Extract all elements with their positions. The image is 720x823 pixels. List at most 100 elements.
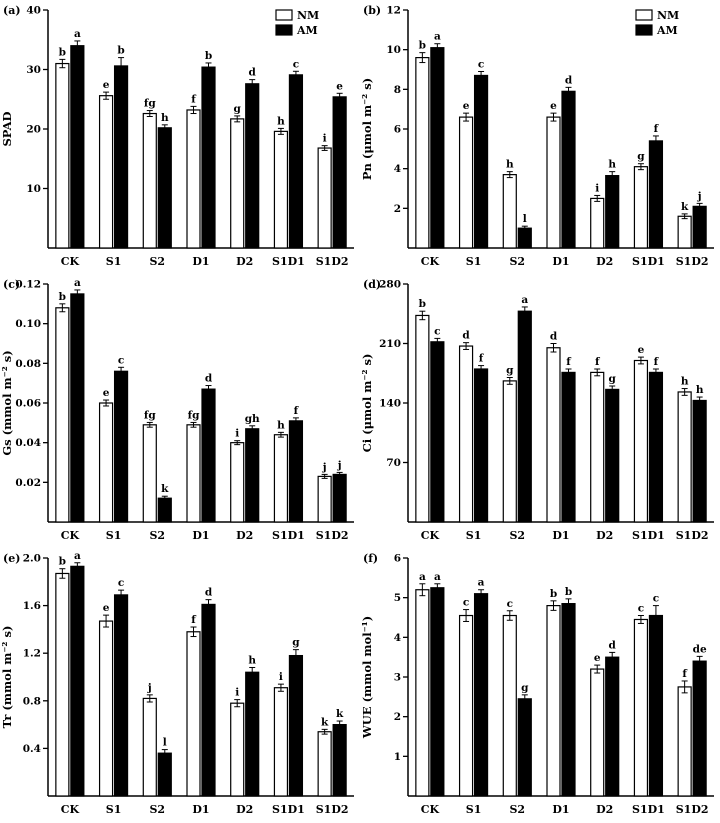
x-tick-label: S1D1 <box>272 255 305 268</box>
x-tick-label: S1 <box>106 529 122 542</box>
y-tick-label: 1 <box>394 751 401 763</box>
legend-swatch <box>635 9 653 21</box>
significance-letter: e <box>550 100 557 112</box>
panel-label: (a) <box>3 4 21 17</box>
bar <box>142 697 157 797</box>
bar <box>502 380 517 523</box>
x-tick-label: D1 <box>192 529 209 542</box>
x-tick-label: S1 <box>106 803 122 816</box>
significance-letter: b <box>59 46 66 58</box>
significance-letter: a <box>478 577 485 589</box>
bar <box>415 56 430 249</box>
x-tick-label: S1D1 <box>632 255 665 268</box>
y-tick-label: 0.10 <box>15 318 41 330</box>
bar <box>546 347 561 523</box>
bar <box>590 668 605 797</box>
significance-letter: h <box>681 376 689 388</box>
x-tick-label: S1 <box>466 529 482 542</box>
chart-panel-b: (b) 2 4 6 8 10 12 Pn (μmol m⁻² s) CK ba S1 e c S2 h l D1… <box>360 4 714 268</box>
x-tick-label: D1 <box>192 803 209 816</box>
x-tick-label: S1D1 <box>272 803 305 816</box>
x-tick-label: D1 <box>552 255 569 268</box>
y-tick-label: 0.12 <box>15 279 41 291</box>
bar <box>186 109 201 249</box>
bar <box>186 631 201 797</box>
significance-letter: a <box>434 31 441 43</box>
x-tick-label: S2 <box>509 529 525 542</box>
significance-letter: f <box>294 405 300 417</box>
y-axis-label: Tr (mmol m⁻² s) <box>0 626 14 729</box>
significance-letter: f <box>566 356 572 368</box>
x-tick-label: S1D2 <box>316 255 349 268</box>
x-tick-label: CK <box>421 803 440 816</box>
y-axis-label: Gs (mmol m⁻² s) <box>0 350 14 455</box>
significance-letter: e <box>594 652 601 664</box>
significance-letter: k <box>681 201 689 213</box>
significance-letter: k <box>161 483 169 495</box>
significance-letter: j <box>337 459 342 471</box>
legend-label: NM <box>297 9 319 22</box>
significance-letter: g <box>292 637 300 649</box>
y-axis-label: SPAD <box>0 111 14 146</box>
significance-letter: d <box>565 74 573 86</box>
significance-letter: e <box>103 602 110 614</box>
legend-swatch <box>275 24 293 36</box>
significance-letter: c <box>463 597 469 609</box>
significance-letter: d <box>205 587 213 599</box>
x-tick-label: D2 <box>596 255 613 268</box>
significance-letter: f <box>682 668 688 680</box>
x-tick-label: D2 <box>596 803 613 816</box>
bar <box>546 116 561 249</box>
x-tick-label: D2 <box>236 255 253 268</box>
y-tick-label: 2 <box>394 711 401 723</box>
significance-letter: b <box>59 556 66 568</box>
bar <box>473 368 489 523</box>
bar <box>273 434 289 523</box>
x-tick-label: CK <box>421 529 440 542</box>
bar <box>245 83 260 249</box>
bar <box>648 614 664 797</box>
bar <box>517 310 532 523</box>
x-tick-label: CK <box>421 255 440 268</box>
significance-letter: fg <box>144 409 157 421</box>
bar <box>473 593 489 797</box>
y-tick-label: 6 <box>394 553 401 565</box>
x-tick-label: S2 <box>509 255 525 268</box>
significance-letter: b <box>117 45 124 57</box>
bar <box>98 95 114 249</box>
y-tick-label: 3 <box>394 672 401 684</box>
x-tick-label: S2 <box>149 529 165 542</box>
significance-letter: fg <box>144 98 157 110</box>
bar <box>648 371 664 523</box>
significance-letter: l <box>523 213 527 225</box>
x-tick-label: D2 <box>596 529 613 542</box>
x-tick-label: S1D1 <box>632 529 665 542</box>
bar <box>317 731 332 797</box>
bar <box>230 702 245 797</box>
bar <box>142 424 157 523</box>
significance-letter: a <box>521 294 528 306</box>
significance-letter: b <box>205 50 212 62</box>
x-tick-label: S1D2 <box>676 529 709 542</box>
x-tick-label: S1 <box>466 803 482 816</box>
significance-letter: h <box>277 115 285 127</box>
panel-label: (e) <box>3 552 20 565</box>
bar <box>692 660 707 797</box>
bar <box>332 724 347 797</box>
bar <box>70 45 85 249</box>
x-tick-label: CK <box>61 255 80 268</box>
y-tick-label: 30 <box>26 64 41 76</box>
bar <box>317 147 332 249</box>
bar <box>186 424 201 523</box>
y-tick-label: 0.06 <box>15 398 41 410</box>
chart-panel-a: (a)10203040SPADCKbaS1ebS2fghD1fbD2gdS1D1… <box>0 4 354 268</box>
significance-letter: h <box>696 384 704 396</box>
bar <box>288 74 304 249</box>
significance-letter: h <box>277 419 285 431</box>
significance-letter: h <box>248 654 256 666</box>
bar <box>633 618 649 797</box>
bar <box>633 359 649 523</box>
bar <box>590 371 605 523</box>
y-tick-label: 10 <box>386 44 401 56</box>
